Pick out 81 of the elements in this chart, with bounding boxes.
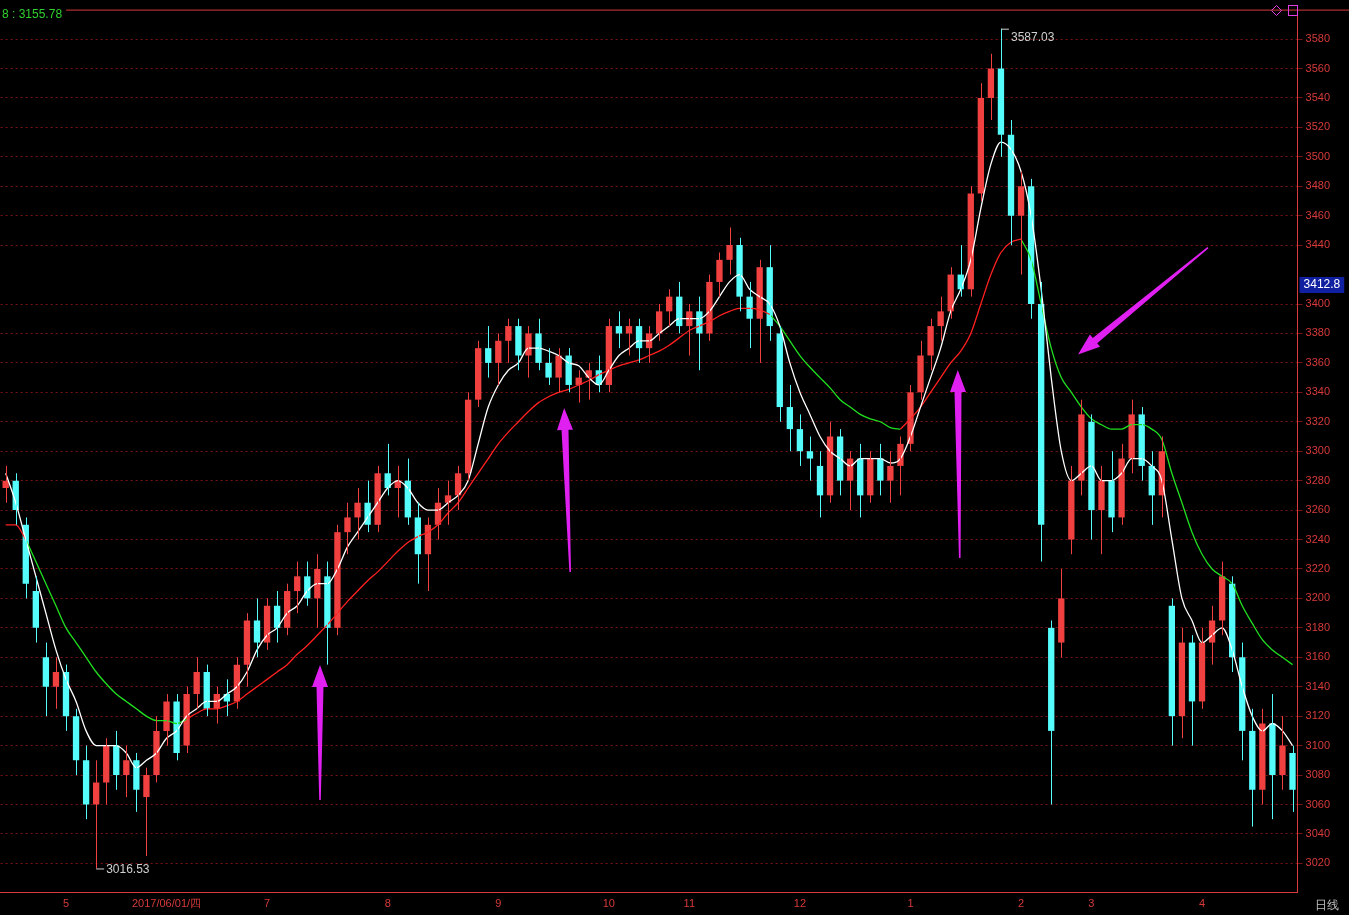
candlestick <box>525 325 532 379</box>
y-tick-label: 3300 <box>1305 444 1331 457</box>
text: 3412.8 <box>1303 277 1341 292</box>
annotation: 8 : 3155.78 <box>2 7 63 22</box>
candlestick <box>1078 399 1085 496</box>
x-tick-label: 2017/06/01/四 <box>131 897 202 910</box>
y-tick-label: 3280 <box>1305 473 1331 486</box>
x-tick-label: 9 <box>495 897 502 910</box>
y-tick-label: 3380 <box>1305 326 1331 339</box>
candlestick <box>324 561 331 666</box>
candlestick <box>545 347 552 386</box>
candlestick <box>1128 399 1135 474</box>
y-tick-label: 3440 <box>1305 238 1331 251</box>
y-tick-label: 3060 <box>1305 797 1331 810</box>
y-tick-label: 3260 <box>1305 503 1331 516</box>
candlestick <box>163 693 170 747</box>
y-tick-label: 3220 <box>1305 561 1331 574</box>
x-tick-label: 10 <box>602 897 615 910</box>
candlestick <box>555 347 562 393</box>
candlestick <box>374 465 381 533</box>
x-tick-label: 5 <box>62 897 70 910</box>
y-tick-label: 3520 <box>1305 120 1331 133</box>
y-tick-label: 3340 <box>1305 385 1331 398</box>
y-tick-label: 3580 <box>1305 32 1331 45</box>
annotation: 3016.53 <box>106 861 150 876</box>
candlestick <box>1279 715 1286 791</box>
candlestick <box>1259 708 1266 805</box>
x-tick-label: 11 <box>683 897 696 910</box>
y-tick-label: 3240 <box>1305 532 1331 545</box>
candlestick <box>354 487 361 541</box>
annotation: 3587.03 <box>1010 30 1055 44</box>
y-tick-label: 3200 <box>1305 591 1331 604</box>
x-tick-label: 7 <box>264 897 271 910</box>
candlestick <box>143 767 150 857</box>
y-tick-label: 3120 <box>1305 709 1331 722</box>
candlestick <box>1088 413 1095 541</box>
candlestick <box>937 296 944 342</box>
candlestick <box>1098 465 1105 555</box>
candlestick <box>535 318 542 371</box>
text: 日线 <box>1315 898 1339 913</box>
candlestick <box>746 281 753 349</box>
y-tick-label: 3460 <box>1305 208 1331 221</box>
y-tick-label: 3320 <box>1305 414 1331 427</box>
y-tick-label: 3480 <box>1305 179 1331 192</box>
x-tick-label: 3 <box>1088 897 1095 910</box>
candlestick <box>887 450 894 504</box>
y-tick-label: 3540 <box>1305 90 1331 103</box>
candlestick <box>736 237 743 312</box>
y-tick-label: 3500 <box>1305 149 1331 162</box>
y-tick-label: 3100 <box>1305 738 1331 751</box>
candlestick <box>334 524 341 636</box>
candlestick <box>917 340 924 401</box>
y-tick-label: 3360 <box>1305 355 1331 368</box>
candlestick <box>927 318 934 371</box>
candlestick <box>183 686 190 754</box>
y-tick-label: 3080 <box>1305 768 1331 781</box>
y-tick-label: 3040 <box>1305 826 1331 839</box>
y-tick-label: 3020 <box>1305 856 1331 869</box>
y-tick-label: 3560 <box>1305 61 1331 74</box>
x-tick-label: 4 <box>1198 897 1206 910</box>
x-tick-label: 8 <box>384 897 391 910</box>
candlestick <box>505 318 512 364</box>
candlestick <box>153 715 160 783</box>
candlestick <box>1118 443 1125 526</box>
x-tick-label: 2 <box>1018 897 1025 910</box>
line-series <box>5 141 1294 769</box>
x-tick-label: 1 <box>907 897 914 910</box>
candlestick <box>515 318 522 371</box>
candlestick <box>726 226 733 276</box>
candlestick <box>1269 693 1276 820</box>
candlestick <box>344 502 351 555</box>
candlestick <box>1108 450 1115 533</box>
candlestick <box>716 251 723 298</box>
y-tick-label: 3140 <box>1305 679 1331 692</box>
y-tick-label: 3160 <box>1305 650 1331 663</box>
y-tick-label: 3400 <box>1305 297 1331 310</box>
candlestick <box>1289 745 1296 813</box>
y-tick-label: 3180 <box>1305 620 1331 633</box>
candlestick <box>133 752 140 813</box>
x-tick-label: 12 <box>793 897 807 910</box>
candlestick <box>173 693 180 761</box>
